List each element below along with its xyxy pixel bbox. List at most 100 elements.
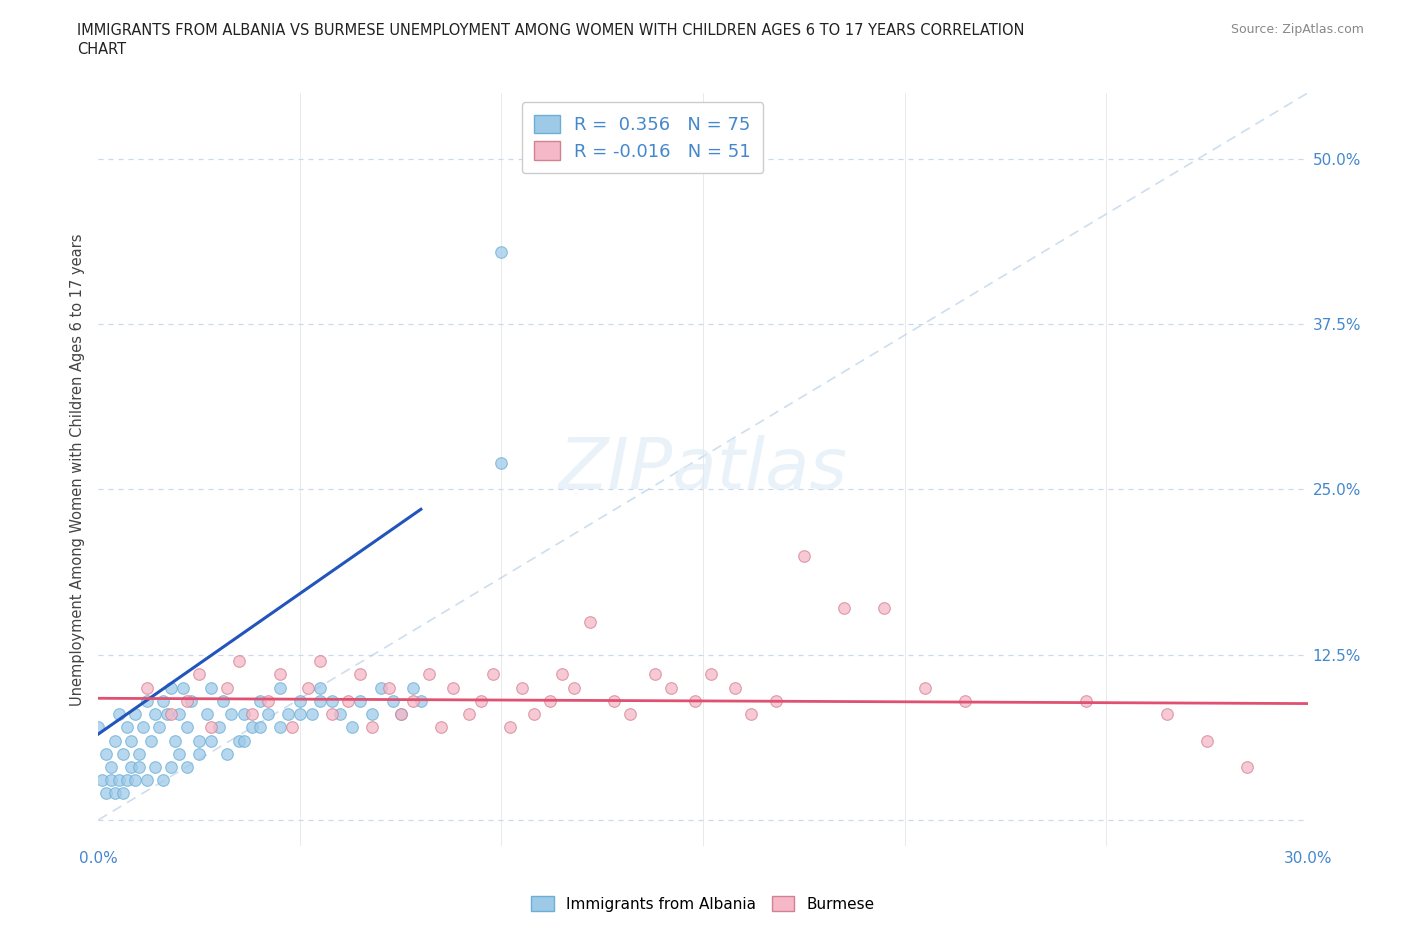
Point xyxy=(349,667,371,682)
Point xyxy=(329,707,352,722)
Point xyxy=(297,680,319,695)
Point xyxy=(160,680,183,695)
Point xyxy=(562,680,585,695)
Point xyxy=(458,707,481,722)
Point xyxy=(619,707,641,722)
Point xyxy=(176,720,198,735)
Point xyxy=(111,747,134,762)
Point xyxy=(409,694,432,709)
Point xyxy=(700,667,723,682)
Point xyxy=(256,694,278,709)
Point xyxy=(249,694,271,709)
Point xyxy=(148,720,170,735)
Point xyxy=(212,694,235,709)
Point xyxy=(120,760,142,775)
Point xyxy=(91,773,114,788)
Point xyxy=(100,773,122,788)
Point xyxy=(498,720,520,735)
Point xyxy=(510,680,533,695)
Point xyxy=(103,786,125,801)
Point xyxy=(301,707,323,722)
Point xyxy=(337,694,360,709)
Point xyxy=(389,707,412,722)
Point xyxy=(208,720,231,735)
Point xyxy=(176,694,198,709)
Point xyxy=(470,694,492,709)
Point xyxy=(200,680,222,695)
Point xyxy=(200,733,222,748)
Point xyxy=(418,667,440,682)
Point xyxy=(120,733,142,748)
Point xyxy=(551,667,574,682)
Point xyxy=(200,720,222,735)
Point xyxy=(402,680,425,695)
Point xyxy=(269,720,291,735)
Point xyxy=(96,786,118,801)
Point xyxy=(377,680,399,695)
Point xyxy=(160,760,183,775)
Point xyxy=(176,760,198,775)
Text: ZIPatlas: ZIPatlas xyxy=(558,435,848,504)
Point xyxy=(309,654,332,669)
Point xyxy=(124,773,146,788)
Point xyxy=(188,667,211,682)
Point xyxy=(188,747,211,762)
Point xyxy=(256,707,278,722)
Point xyxy=(659,680,682,695)
Point xyxy=(269,680,291,695)
Point xyxy=(228,733,250,748)
Point xyxy=(309,680,332,695)
Point xyxy=(96,747,118,762)
Y-axis label: Unemployment Among Women with Children Ages 6 to 17 years: Unemployment Among Women with Children A… xyxy=(70,233,86,706)
Point xyxy=(139,733,162,748)
Point xyxy=(389,707,412,722)
Point xyxy=(115,720,138,735)
Point xyxy=(381,694,404,709)
Point xyxy=(188,733,211,748)
Point xyxy=(441,680,464,695)
Point xyxy=(269,667,291,682)
Text: CHART: CHART xyxy=(77,42,127,57)
Point xyxy=(277,707,299,722)
Point xyxy=(832,601,855,616)
Point xyxy=(180,694,202,709)
Point xyxy=(321,707,343,722)
Point xyxy=(491,456,513,471)
Point xyxy=(100,760,122,775)
Point xyxy=(152,694,174,709)
Point xyxy=(160,707,183,722)
Point xyxy=(217,747,239,762)
Point xyxy=(135,694,157,709)
Point xyxy=(724,680,747,695)
Point xyxy=(579,614,602,629)
Point xyxy=(538,694,561,709)
Point xyxy=(240,707,263,722)
Point xyxy=(349,694,371,709)
Point xyxy=(103,733,125,748)
Point xyxy=(288,707,311,722)
Point xyxy=(163,733,186,748)
Point xyxy=(402,694,425,709)
Point xyxy=(309,694,332,709)
Point xyxy=(135,773,157,788)
Point xyxy=(321,694,343,709)
Legend: Immigrants from Albania, Burmese: Immigrants from Albania, Burmese xyxy=(524,890,882,918)
Point xyxy=(232,707,254,722)
Point xyxy=(603,694,626,709)
Point xyxy=(167,747,190,762)
Point xyxy=(132,720,155,735)
Point xyxy=(1156,707,1178,722)
Point xyxy=(361,707,384,722)
Point xyxy=(1195,733,1218,748)
Point xyxy=(1074,694,1097,709)
Point xyxy=(228,654,250,669)
Point xyxy=(1236,760,1258,775)
Point xyxy=(288,694,311,709)
Point xyxy=(370,680,392,695)
Legend: R =  0.356   N = 75, R = -0.016   N = 51: R = 0.356 N = 75, R = -0.016 N = 51 xyxy=(522,102,763,173)
Point xyxy=(167,707,190,722)
Point xyxy=(111,786,134,801)
Point xyxy=(482,667,505,682)
Text: Source: ZipAtlas.com: Source: ZipAtlas.com xyxy=(1230,23,1364,36)
Point xyxy=(217,680,239,695)
